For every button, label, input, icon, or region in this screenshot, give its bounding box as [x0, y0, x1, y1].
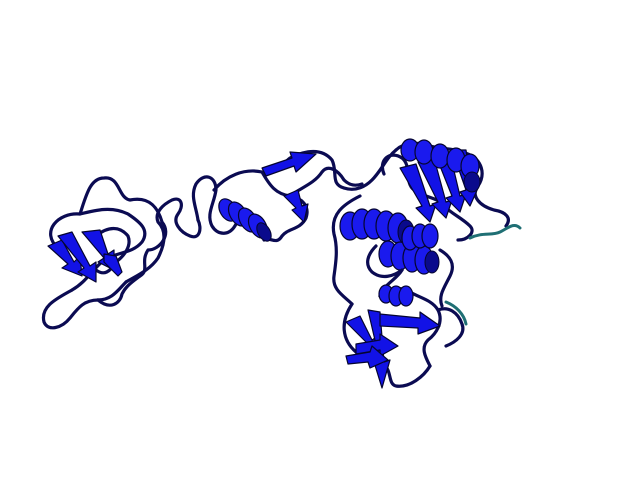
- strand-center-2: [283, 189, 309, 223]
- helix-right-side: [401, 223, 439, 251]
- coil-left-6: [96, 274, 142, 307]
- coil-right-1: [331, 194, 362, 306]
- coil-left-3: [41, 280, 128, 330]
- coil-lower-4: [436, 307, 465, 348]
- domain-right-upper: [331, 138, 522, 308]
- domain-center: [212, 149, 364, 243]
- coil-left-5: [94, 226, 131, 275]
- coil-center-2: [260, 170, 309, 243]
- strand-lower-5: [345, 345, 389, 369]
- coil-right-5: [366, 244, 404, 279]
- terminus-coil-lower: [444, 300, 468, 326]
- coil-right-3: [380, 153, 474, 242]
- coil-center-3: [288, 166, 364, 198]
- terminus-coil: [468, 224, 522, 240]
- helix-center: [218, 198, 272, 242]
- helix-right-top: [400, 138, 481, 193]
- domain-left: [41, 176, 202, 330]
- strand-center-1: [261, 151, 317, 177]
- domain-right-lower: [342, 268, 468, 389]
- strand-left-4: [103, 253, 123, 277]
- strand-lower-3: [379, 311, 441, 335]
- strand-right-1: [399, 163, 437, 223]
- coil-right-4: [438, 248, 454, 308]
- helix-lower: [378, 284, 414, 307]
- coil-left-4: [124, 197, 202, 284]
- strand-left-2: [57, 231, 97, 283]
- helix-right-lower: [378, 240, 440, 275]
